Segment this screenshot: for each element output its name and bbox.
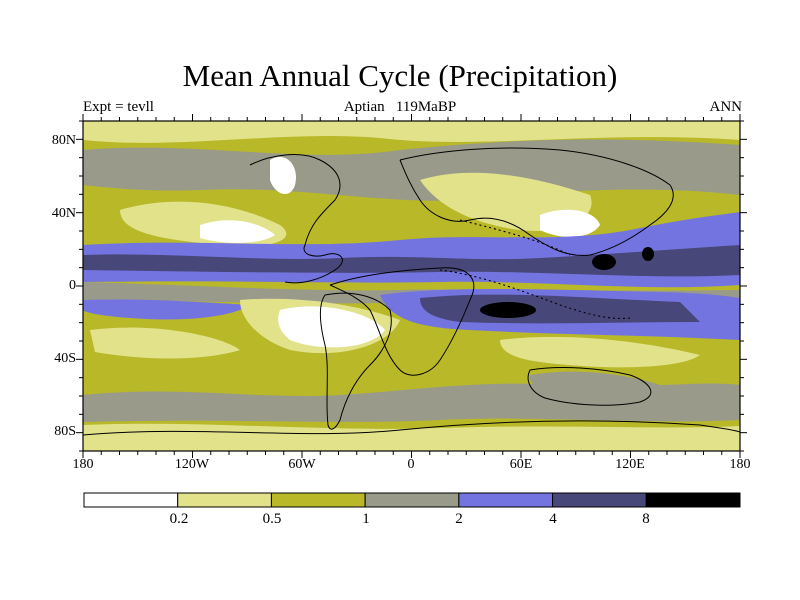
white-patch-samerica bbox=[278, 306, 385, 348]
black-core-wpacific bbox=[642, 247, 654, 261]
lon-label-120w: 120W bbox=[174, 457, 210, 472]
experiment-label: Expt = tevll bbox=[83, 99, 154, 115]
grey-patch-australia bbox=[529, 371, 660, 397]
precipitation-field bbox=[83, 121, 740, 451]
lat-label-80n: 80N bbox=[51, 133, 76, 148]
coastlines bbox=[83, 147, 740, 436]
lat-ticks bbox=[76, 120, 747, 452]
coast-africa bbox=[329, 267, 475, 376]
colorbar-label-0-5: 0.5 bbox=[262, 511, 282, 527]
lon-label-180w: 180 bbox=[72, 457, 94, 472]
black-core-seasia bbox=[592, 254, 616, 270]
colorbar-label-2: 2 bbox=[455, 511, 463, 527]
chart-title: Mean Annual Cycle (Precipitation) bbox=[182, 58, 618, 93]
lon-label-180e: 180 bbox=[729, 457, 751, 472]
colorbar-label-4: 4 bbox=[549, 511, 557, 527]
light-band-south bbox=[83, 423, 740, 451]
season-label: ANN bbox=[709, 99, 743, 115]
coast-eurasia bbox=[399, 147, 674, 256]
black-core-indian bbox=[480, 302, 536, 318]
colorbar-swatch-1 bbox=[177, 492, 272, 508]
blue-band-spacific bbox=[83, 299, 250, 320]
lat-label-40n: 40N bbox=[51, 206, 76, 221]
colorbar-swatch-5 bbox=[552, 492, 647, 508]
white-patch-asia bbox=[540, 209, 600, 237]
colorbar-label-1: 1 bbox=[362, 511, 370, 527]
period-label: Aptian 119MaBP bbox=[343, 99, 457, 115]
grey-band-north bbox=[83, 139, 740, 201]
coast-south-america bbox=[320, 292, 392, 430]
colorbar-label-0-2: 0.2 bbox=[169, 511, 189, 527]
island-arc-tethys bbox=[459, 219, 571, 256]
colorbar-swatch-0 bbox=[83, 492, 179, 508]
colorbar bbox=[83, 492, 741, 508]
white-patch-namerica bbox=[270, 156, 296, 195]
colorbar-swatch-3 bbox=[364, 492, 460, 508]
colorbar-swatch-6 bbox=[645, 492, 741, 508]
light-band-north bbox=[83, 121, 740, 143]
light-patch-spacific bbox=[90, 327, 240, 359]
lat-label-80s: 80S bbox=[54, 424, 76, 439]
colorbar-swatch-2 bbox=[270, 492, 366, 508]
coast-australia bbox=[527, 367, 652, 406]
lon-label-60e: 60E bbox=[509, 457, 533, 472]
lon-label-0: 0 bbox=[407, 457, 415, 472]
coast-antarctica bbox=[83, 420, 740, 436]
coast-north-america bbox=[249, 154, 343, 284]
island-arc-indian bbox=[439, 269, 631, 319]
lon-label-120e: 120E bbox=[615, 457, 645, 472]
dark-band-north bbox=[83, 245, 740, 277]
lon-ticks bbox=[82, 114, 741, 458]
lon-label-60w: 60W bbox=[288, 457, 316, 472]
lat-label-0: 0 bbox=[69, 278, 76, 293]
white-patch-npacific bbox=[200, 220, 275, 243]
colorbar-swatch-4 bbox=[458, 492, 554, 508]
light-patch-aus bbox=[500, 336, 700, 368]
lat-label-40s: 40S bbox=[54, 351, 76, 366]
dark-band-south bbox=[420, 294, 700, 324]
paleo-island-arcs bbox=[439, 219, 631, 319]
colorbar-label-8: 8 bbox=[642, 511, 650, 527]
